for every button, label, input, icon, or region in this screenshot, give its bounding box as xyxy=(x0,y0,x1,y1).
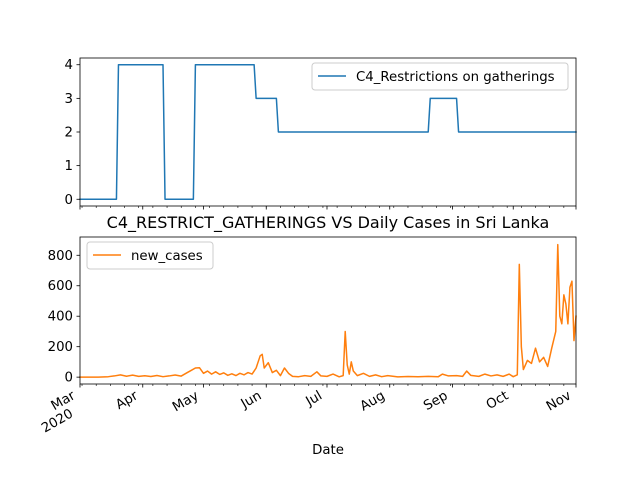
daily-cases-panel-title: C4_RESTRICT_GATHERINGS VS Daily Cases in… xyxy=(107,213,550,233)
y-tick-label: 3 xyxy=(65,92,73,107)
restrictions-y-axis: 0 1 2 3 4 xyxy=(65,58,80,208)
restrictions-panel: 0 1 2 3 4 C4_Restrictions on gatherings xyxy=(65,57,577,210)
series-line-new-cases xyxy=(79,243,577,378)
restrictions-legend-label: C4_Restrictions on gatherings xyxy=(356,70,555,85)
daily-cases-axes-frame xyxy=(79,236,577,385)
daily-cases-plot-area xyxy=(79,243,577,378)
series-line-c4-restrictions-on-gatherings xyxy=(79,63,577,201)
restrictions-legend-box xyxy=(311,62,569,91)
restrictions-axes-frame xyxy=(79,57,577,207)
y-tick-label: 0 xyxy=(65,193,73,208)
x-tick-label: Jul xyxy=(303,388,325,410)
daily-cases-legend: new_cases xyxy=(86,241,214,270)
y-tick-label: 600 xyxy=(48,279,73,294)
x-axis-label: Date xyxy=(312,443,344,458)
y-tick-label: 4 xyxy=(65,58,73,73)
daily-cases-y-axis: 0 200 400 600 800 xyxy=(48,249,80,386)
y-tick-label: 0 xyxy=(65,371,73,386)
daily-cases-legend-label: new_cases xyxy=(131,249,203,264)
daily-cases-legend-box xyxy=(86,241,214,270)
y-tick-label: 800 xyxy=(48,249,73,264)
y-tick-label: 200 xyxy=(48,340,73,355)
y-tick-label: 2 xyxy=(65,126,73,141)
y-tick-label: 1 xyxy=(65,159,73,174)
y-tick-label: 400 xyxy=(48,310,73,325)
restrictions-plot-area xyxy=(79,63,577,201)
restrictions-legend: C4_Restrictions on gatherings xyxy=(311,62,569,91)
